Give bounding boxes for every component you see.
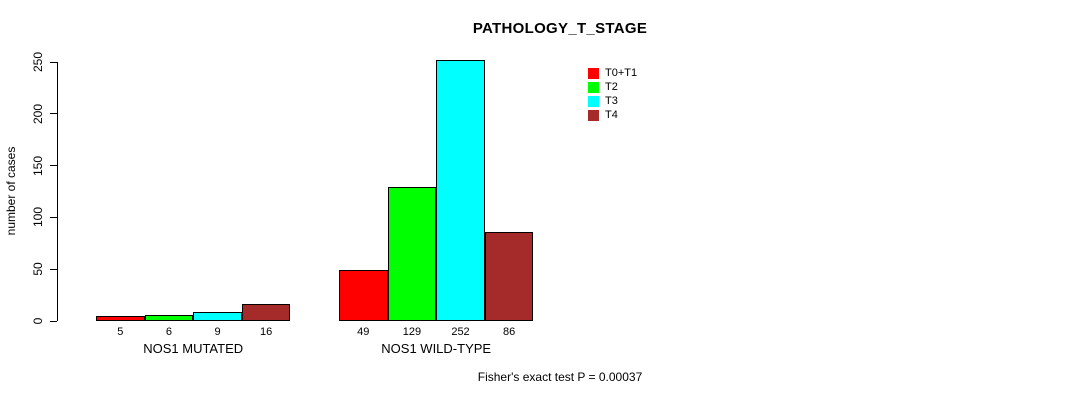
y-axis-line <box>57 62 58 321</box>
category-label-nos1-mutated: NOS1 MUTATED <box>143 341 244 356</box>
bar-count-t3-nos1-mutated: 9 <box>214 326 221 338</box>
bar-count-t2-nos1-mutated: 6 <box>165 326 172 338</box>
legend-label-t0-t1: T0+T1 <box>605 67 638 79</box>
chart-title: PATHOLOGY_T_STAGE <box>472 20 648 37</box>
y-tick-label-150: 150 <box>31 155 45 176</box>
legend-item-t2: T2 <box>588 80 637 94</box>
category-label-nos1-wild-type: NOS1 WILD-TYPE <box>381 341 492 356</box>
legend-swatch-t2 <box>588 81 599 93</box>
y-tick-mark-50 <box>50 268 57 270</box>
legend-label-t4: T4 <box>605 109 618 121</box>
legend-swatch-t4 <box>588 109 599 121</box>
bar-t4-nos1-mutated <box>241 304 291 321</box>
bar-count-t0-t1-nos1-mutated: 5 <box>117 326 124 338</box>
bar-count-t3-nos1-wild-type: 252 <box>451 326 470 338</box>
bar-t2-nos1-wild-type <box>387 187 437 321</box>
bar-t4-nos1-wild-type <box>484 231 534 321</box>
y-tick-mark-200 <box>50 113 57 115</box>
legend-swatch-t0-t1 <box>588 67 599 79</box>
bar-count-t0-t1-nos1-wild-type: 49 <box>357 326 370 338</box>
legend-item-t3: T3 <box>588 94 637 108</box>
y-tick-mark-100 <box>50 216 57 218</box>
y-tick-mark-150 <box>50 165 57 167</box>
bar-t3-nos1-wild-type <box>436 59 485 321</box>
legend: T0+T1 T2 T3 T4 <box>588 66 637 122</box>
legend-label-t3: T3 <box>605 95 618 107</box>
legend-label-t2: T2 <box>605 81 618 93</box>
bar-t3-nos1-mutated <box>193 311 242 321</box>
bar-t0-t1-nos1-mutated <box>96 315 145 321</box>
y-axis-label: number of cases <box>4 146 18 236</box>
y-tick-label-0: 0 <box>31 317 45 325</box>
bar-t0-t1-nos1-wild-type <box>339 270 388 321</box>
bar-count-t4-nos1-mutated: 16 <box>259 326 273 338</box>
y-tick-label-50: 50 <box>31 262 45 276</box>
bar-count-t4-nos1-wild-type: 86 <box>502 326 516 338</box>
y-tick-mark-250 <box>50 61 57 63</box>
legend-item-t0-t1: T0+T1 <box>588 66 637 80</box>
annotation-text: Fisher's exact test P = 0.00037 <box>477 370 643 384</box>
y-tick-mark-0 <box>50 320 57 322</box>
y-tick-label-250: 250 <box>31 51 45 73</box>
y-tick-label-200: 200 <box>31 103 45 124</box>
y-tick-label-100: 100 <box>31 207 45 228</box>
bar-count-t2-nos1-wild-type: 129 <box>402 326 422 338</box>
legend-item-t4: T4 <box>588 108 637 122</box>
bar-t2-nos1-mutated <box>144 314 194 321</box>
legend-swatch-t3 <box>588 95 599 107</box>
